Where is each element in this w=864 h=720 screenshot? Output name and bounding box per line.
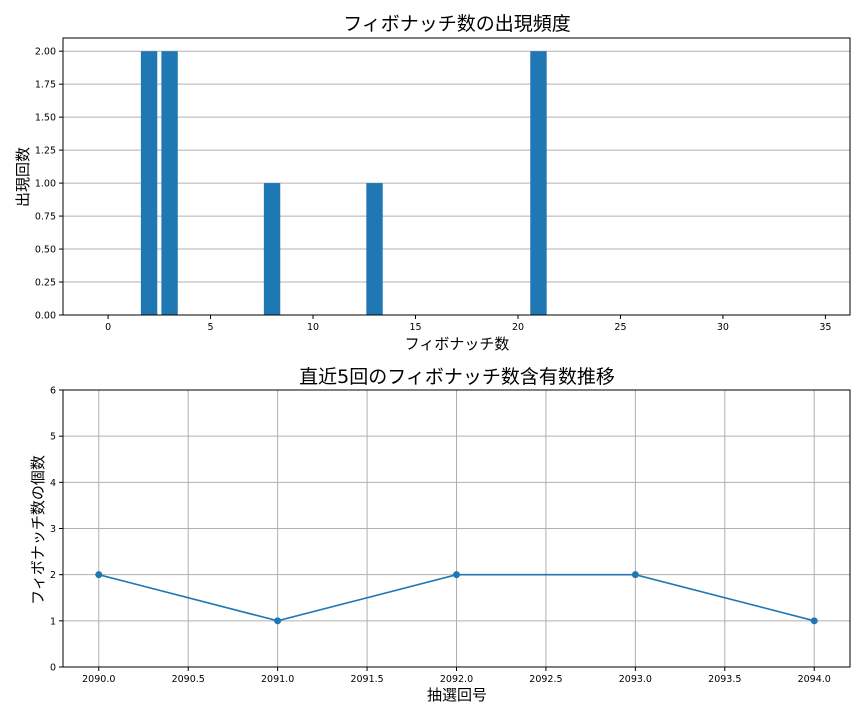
bar: [263, 183, 281, 315]
data-point-marker: [95, 571, 103, 579]
y-tick-label: 0.75: [35, 212, 56, 223]
y-tick-label: 0.25: [35, 278, 56, 289]
x-tick-label: 25: [614, 322, 626, 333]
x-tick-label: 2091.0: [261, 674, 294, 685]
y-tick-label: 0.00: [35, 311, 56, 322]
x-tick-label: 35: [819, 322, 831, 333]
x-tick-label: 2090.5: [172, 674, 205, 685]
y-tick-label: 0: [50, 663, 56, 674]
x-tick-label: 2094.0: [798, 674, 831, 685]
x-tick-label: 2092.0: [440, 674, 473, 685]
y-axis-label: フィボナッチ数の個数: [29, 455, 47, 605]
y-tick-label: 0.50: [35, 245, 56, 256]
y-tick-label: 3: [50, 524, 56, 535]
bars: [140, 51, 547, 315]
x-tick-label: 15: [409, 322, 421, 333]
bar-chart-fibonacci-frequency: フィボナッチ数の出現頻度 0 5 10 15 20 25 30 35 0.00 0.25 0.50…: [14, 13, 851, 353]
data-point-marker: [453, 571, 460, 579]
x-tick-label: 0: [105, 322, 111, 333]
x-tick-label: 2093.0: [619, 674, 652, 685]
data-point-marker: [810, 617, 818, 625]
data-point-marker: [274, 617, 282, 625]
x-tick-label: 2093.5: [708, 674, 741, 685]
y-tick-label: 1.75: [35, 80, 56, 91]
grid-lines: [63, 389, 850, 668]
x-axis-label: 抽選回号: [427, 686, 487, 704]
x-tick-label: 2090.0: [82, 674, 115, 685]
x-tick-label: 20: [512, 322, 524, 333]
x-axis-ticks: 0 5 10 15 20 25 30 35: [105, 315, 831, 333]
y-tick-label: 1.25: [35, 146, 56, 157]
x-tick-label: 10: [307, 322, 319, 333]
y-tick-label: 2.00: [35, 47, 56, 58]
y-tick-label: 1: [50, 616, 56, 627]
y-axis-ticks: 0.00 0.25 0.50 0.75 1.00 1.25 1.50 1.75 2.00: [35, 47, 63, 322]
x-tick-label: 5: [208, 322, 214, 333]
y-tick-label: 5: [50, 432, 56, 443]
x-tick-label: 2091.5: [350, 674, 383, 685]
data-point-marker: [631, 571, 639, 579]
line-chart-recent-draws: 直近5回のフィボナッチ数含有数推移 2090.0 2090.5 2091.0 2091…: [29, 366, 851, 704]
plot-area-frame: [62, 37, 851, 316]
bar: [140, 51, 158, 315]
grid-lines: [63, 50, 850, 316]
y-tick-label: 2: [50, 570, 56, 581]
y-tick-label: 1.50: [35, 113, 56, 124]
x-tick-label: 30: [717, 322, 729, 333]
x-tick-label: 2092.5: [529, 674, 562, 685]
x-axis-ticks: 2090.0 2090.5 2091.0 2091.5 2092.0 2092.5 2093…: [82, 667, 831, 685]
data-line: [95, 571, 818, 625]
chart-title: フィボナッチ数の出現頻度: [343, 13, 571, 35]
x-axis-label: フィボナッチ数: [405, 335, 510, 353]
y-axis-label: 出現回数: [14, 147, 32, 207]
bar: [366, 183, 383, 315]
y-tick-label: 6: [50, 386, 56, 397]
y-axis-ticks: 0 1 2 3 4 5 6: [50, 386, 63, 674]
chart-title: 直近5回のフィボナッチ数含有数推移: [299, 366, 615, 388]
bar: [530, 51, 547, 315]
y-tick-label: 4: [50, 478, 56, 489]
y-tick-label: 1.00: [35, 179, 56, 190]
bar: [161, 51, 178, 315]
